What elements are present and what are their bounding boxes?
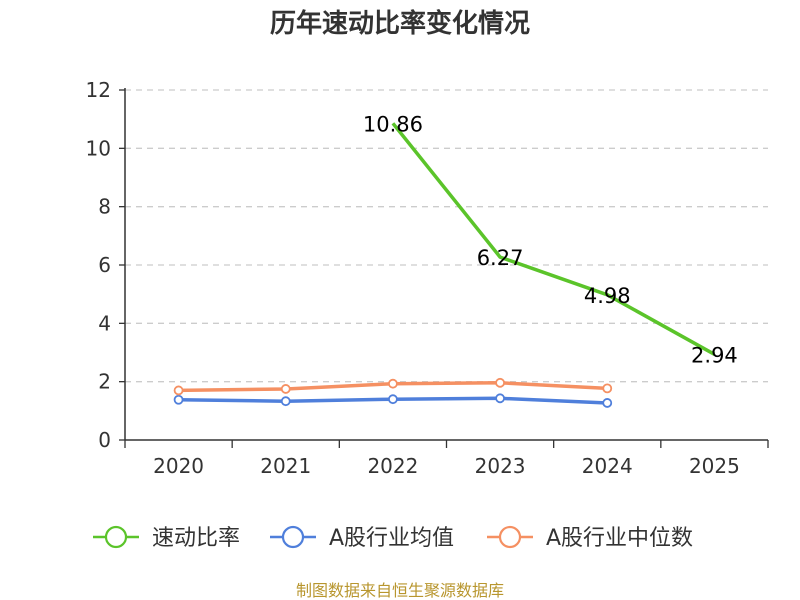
y-tick-label: 6 bbox=[98, 253, 111, 277]
legend-item-2[interactable]: A股行业中位数 bbox=[487, 525, 693, 551]
y-tick-label: 2 bbox=[98, 370, 111, 394]
x-tick-label: 2025 bbox=[689, 454, 740, 478]
y-tick-label: 12 bbox=[86, 78, 111, 102]
data-point bbox=[280, 396, 291, 407]
legend-marker bbox=[281, 525, 305, 549]
chart-title: 历年速动比率变化情况 bbox=[270, 8, 530, 39]
source-note: 制图数据来自恒生聚源数据库 bbox=[296, 581, 504, 600]
x-tick-label: 2021 bbox=[260, 454, 311, 478]
legend-marker bbox=[498, 525, 522, 549]
data-point bbox=[173, 385, 184, 396]
data-point bbox=[495, 377, 505, 388]
data-point bbox=[602, 383, 613, 394]
data-label: 6.27 bbox=[477, 246, 524, 270]
legend-marker bbox=[104, 525, 128, 549]
legend-label: 速动比率 bbox=[152, 526, 240, 551]
y-tick-label: 4 bbox=[98, 311, 111, 335]
series-lines bbox=[173, 122, 716, 408]
x-tick-label: 2022 bbox=[367, 454, 418, 478]
x-tick-label: 2020 bbox=[153, 454, 204, 478]
data-labels: 10.86 6.27 4.98 2.94 bbox=[363, 112, 738, 367]
data-point bbox=[388, 394, 398, 405]
data-point bbox=[173, 394, 184, 405]
y-tick-label: 8 bbox=[98, 195, 111, 219]
series-line-0 bbox=[391, 122, 716, 356]
data-label: 10.86 bbox=[363, 112, 423, 136]
axes: 0 2 4 6 8 10 12 2020 2021 2022 2023 2024 2025 bbox=[86, 78, 769, 478]
data-point bbox=[280, 384, 291, 394]
legend[interactable]: 速动比率 A股行业均值 A股行业中位数 bbox=[93, 525, 693, 551]
legend-label: A股行业中位数 bbox=[546, 526, 693, 551]
x-tick-label: 2023 bbox=[475, 454, 526, 478]
x-tick-label: 2024 bbox=[582, 454, 633, 478]
legend-label: A股行业均值 bbox=[329, 526, 454, 551]
data-label: 4.98 bbox=[584, 284, 631, 308]
data-point bbox=[602, 398, 613, 408]
y-tick-label: 10 bbox=[86, 136, 111, 160]
y-tick-label: 0 bbox=[98, 428, 111, 452]
grid-lines bbox=[125, 89, 768, 383]
data-point bbox=[388, 378, 398, 389]
data-label: 2.94 bbox=[691, 343, 738, 367]
legend-item-0[interactable]: 速动比率 bbox=[93, 525, 240, 551]
data-point bbox=[495, 393, 505, 404]
legend-item-1[interactable]: A股行业均值 bbox=[270, 525, 454, 551]
